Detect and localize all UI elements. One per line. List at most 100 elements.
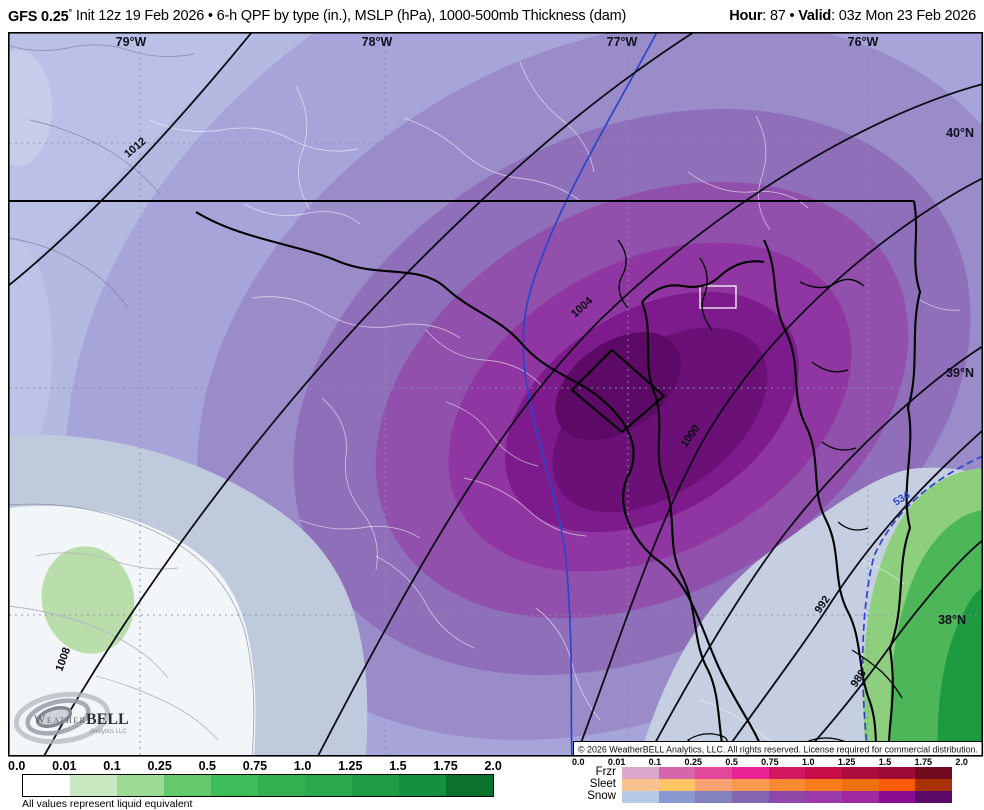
qpf-light-and-rain-shading: [8, 434, 983, 756]
colorbar-segment: [805, 767, 843, 779]
legend-row-snow: Snow: [540, 791, 984, 803]
colorbar-segment: [732, 767, 769, 779]
legend-ptype-ticks: 0.0 0.01 0.1 0.25 0.5 0.75 1.0 1.25 1.5 1.75 2.0: [572, 757, 968, 767]
legend-tick: 0.1: [103, 759, 121, 773]
legend-tick: 0.75: [242, 759, 268, 773]
legend-label-frzr: Frzr: [595, 766, 616, 779]
mslp-isobars: [8, 32, 983, 756]
legend-ptype: 0.0 0.01 0.1 0.25 0.5 0.75 1.0 1.25 1.5 1.75 2.0 F…: [540, 757, 984, 803]
legend-tick: 0.01: [607, 757, 626, 767]
colorbar-segment: [915, 791, 953, 803]
legend-area: 0.0 0.01 0.1 0.25 0.5 0.75 1.0 1.25 1.5 1.75 2.0 A…: [0, 757, 984, 810]
logo-text-bell: BELL: [86, 711, 129, 728]
lat-label-38n: 38°N: [938, 613, 966, 627]
isobar-1008: [43, 32, 695, 756]
legend-liquid: 0.0 0.01 0.1 0.25 0.5 0.75 1.0 1.25 1.5 1.75 2.0 A…: [8, 758, 502, 810]
thickness-540-line: [522, 32, 658, 756]
colorbar-segment: [878, 779, 916, 791]
isobar-992: [721, 429, 983, 756]
colorbar-segment: [446, 775, 493, 796]
colorbar-segment: [878, 767, 916, 779]
isobar-996: [647, 345, 983, 756]
colorbar-segment: [305, 775, 352, 796]
colorbar-segment: [70, 775, 117, 796]
model-name: GFS 0.25: [8, 8, 69, 25]
legend-tick: 0.1: [648, 757, 662, 767]
copyright-text: © 2026 WeatherBELL Analytics, LLC. All r…: [578, 745, 978, 755]
degree-symbol: °: [68, 6, 72, 17]
legend-tick: 1.75: [914, 757, 933, 767]
colorbar-segment: [695, 791, 733, 803]
colorbar-segment: [658, 791, 696, 803]
isobar-1012: [8, 32, 253, 287]
weatherbell-swirl-icon: [13, 691, 111, 745]
lon-label-76w: 76°W: [848, 35, 879, 49]
legend-liquid-colorbar: [22, 774, 494, 797]
logo-text-weather: Weather: [34, 712, 87, 726]
colorbar-segment: [23, 775, 70, 796]
isobar-1000: [575, 177, 983, 756]
legend-tick: 2.0: [484, 759, 502, 773]
legend-tick: 1.25: [837, 757, 856, 767]
legend-liquid-ticks: 0.0 0.01 0.1 0.25 0.5 0.75 1.0 1.25 1.5 1.75 2.0: [8, 758, 502, 773]
lon-label-78w: 78°W: [362, 35, 393, 49]
lat-label-40n: 40°N: [946, 126, 974, 140]
valid-label: Valid: [798, 7, 832, 24]
colorbar-segment: [732, 791, 769, 803]
thickness-534-line: [861, 455, 983, 756]
legend-tick: 0.25: [147, 759, 172, 773]
colorbar-segment: [695, 767, 733, 779]
lon-label-77w: 77°W: [607, 35, 638, 49]
legend-tick: 0.75: [761, 757, 779, 767]
hour-label: Hour: [729, 7, 763, 24]
hour-value: : 87 •: [762, 7, 799, 24]
logo-text-sub: Analytics LLC: [90, 729, 127, 735]
colorbar-segment: [622, 767, 659, 779]
legend-row-frzr: Frzr: [540, 767, 984, 779]
legend-liquid-caption: All values represent liquid equivalent: [22, 798, 193, 810]
county-highlight-box: [699, 285, 737, 309]
colorbar-segment: [258, 775, 305, 796]
legend-tick: 0.0: [8, 759, 26, 773]
lon-label-79w: 79°W: [116, 35, 147, 49]
legend-tick: 1.0: [293, 759, 312, 773]
legend-tick: 0.5: [725, 757, 738, 767]
graticule-labels: 79°W 78°W 77°W 76°W 40°N 39°N 38°N: [116, 35, 974, 627]
colorbar-segment: [164, 775, 211, 796]
lat-label-39n: 39°N: [946, 366, 974, 380]
thickness-contours: [522, 32, 983, 756]
colorbar-segment: [915, 779, 953, 791]
legend-label-sleet: Sleet: [589, 778, 616, 791]
legend-tick: 1.5: [878, 757, 892, 767]
legend-tick: 1.5: [389, 759, 407, 773]
colorbar-segment: [878, 791, 916, 803]
colorbar-segment: [695, 779, 733, 791]
colorbar-segment: [842, 767, 879, 779]
colorbar-segment: [211, 775, 258, 796]
colorbar-segment: [768, 767, 806, 779]
colorbar-segment: [805, 791, 843, 803]
legend-label-snow: Snow: [587, 790, 616, 803]
state-borders-coastline: [9, 199, 922, 756]
legend-tick: 0.01: [52, 759, 77, 773]
legend-row-sleet: Sleet: [540, 779, 984, 791]
colorbar-segment: [399, 775, 446, 796]
legend-tick: 2.0: [955, 757, 968, 767]
isobar-1004: [317, 83, 983, 756]
legend-frzr-colorbar: [622, 767, 953, 779]
colorbar-segment: [805, 779, 843, 791]
title-left: GFS 0.25° Init 12z 19 Feb 2026 • 6-h QPF …: [8, 7, 626, 25]
colorbar-segment: [117, 775, 164, 796]
colorbar-segment: [658, 767, 696, 779]
colorbar-segment: [915, 767, 953, 779]
colorbar-segment: [768, 791, 806, 803]
colorbar-segment: [768, 779, 806, 791]
legend-tick: 0.25: [684, 757, 703, 767]
colorbar-segment: [622, 791, 659, 803]
title-bar: GFS 0.25° Init 12z 19 Feb 2026 • 6-h QPF …: [0, 0, 984, 31]
legend-tick: 0.0: [572, 757, 585, 767]
colorbar-segment: [352, 775, 399, 796]
colorbar-segment: [842, 779, 879, 791]
weatherbell-logo: Weather BELL Analytics LLC: [13, 691, 129, 745]
